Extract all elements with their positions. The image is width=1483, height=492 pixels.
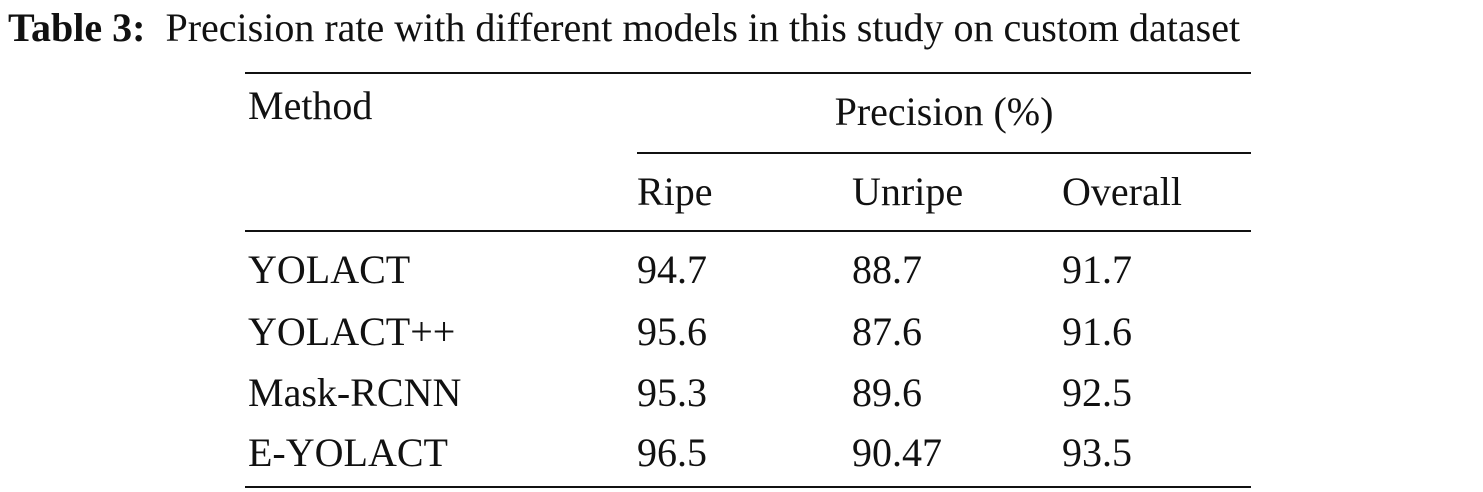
value-cell: 91.7 <box>1062 247 1132 292</box>
column-header: Overall <box>1062 169 1182 214</box>
value-cell: 92.5 <box>1062 370 1132 415</box>
value-cell: 90.47 <box>852 430 942 475</box>
value-cell: 93.5 <box>1062 430 1132 475</box>
caption-text: Precision rate with different models in … <box>165 5 1241 50</box>
column-header: Ripe <box>637 169 713 214</box>
top-rule <box>245 72 1251 74</box>
method-cell: YOLACT <box>248 247 411 292</box>
method-cell: E-YOLACT <box>248 430 448 475</box>
value-cell: 95.6 <box>637 309 707 354</box>
value-cell: 88.7 <box>852 247 922 292</box>
column-header: Unripe <box>852 169 964 214</box>
value-cell: 91.6 <box>1062 309 1132 354</box>
value-cell: 95.3 <box>637 370 707 415</box>
header-group: Precision (%) <box>834 89 1054 134</box>
caption: Table 3: Precision rate with different m… <box>8 8 1240 48</box>
method-cell: Mask-RCNN <box>248 370 462 415</box>
method-cell: YOLACT++ <box>248 309 456 354</box>
caption-label: Table 3: <box>8 5 146 50</box>
value-cell: 89.6 <box>852 370 922 415</box>
bottom-rule <box>245 486 1251 488</box>
value-cell: 96.5 <box>637 430 707 475</box>
value-cell: 87.6 <box>852 309 922 354</box>
value-cell: 94.7 <box>637 247 707 292</box>
mid-rule <box>245 230 1251 232</box>
header-method: Method <box>248 83 373 128</box>
group-rule <box>637 152 1251 154</box>
